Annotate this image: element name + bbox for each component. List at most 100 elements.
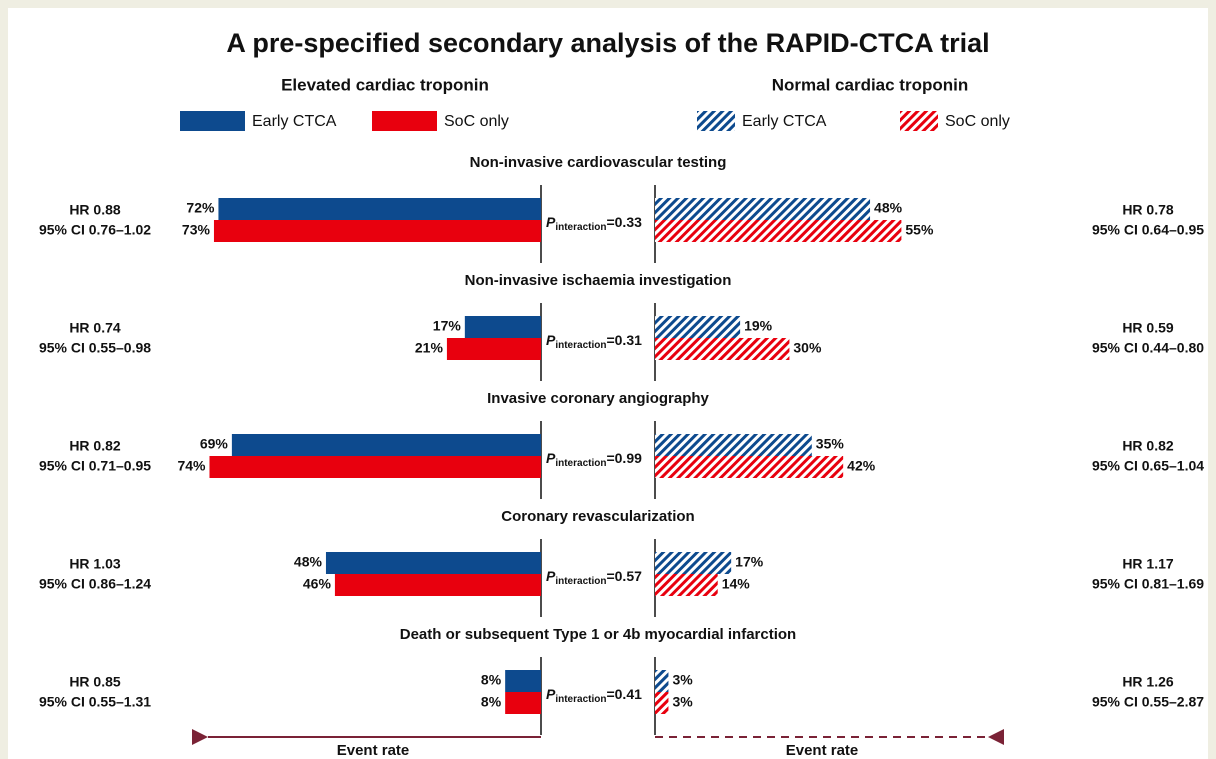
- bar: [213, 220, 541, 242]
- hr: HR 0.88: [69, 202, 121, 218]
- bar: [334, 574, 541, 596]
- p-value: =0.31: [606, 332, 642, 348]
- category-title: Non-invasive ischaemia investigation: [465, 272, 732, 289]
- chart-title: A pre-specified secondary analysis of th…: [226, 28, 989, 58]
- value-label: 72%: [186, 200, 215, 216]
- p-symbol: P: [546, 450, 556, 466]
- panel: [8, 8, 1208, 759]
- p-interaction: Pinteraction=0.41: [546, 686, 642, 705]
- ci: 95% CI 0.81–1.69: [1092, 576, 1204, 592]
- hr: HR 1.26: [1122, 674, 1174, 690]
- value-label: 21%: [415, 340, 444, 356]
- value-label: 46%: [303, 576, 332, 592]
- legend-label: SoC only: [444, 113, 509, 130]
- hr: HR 0.85: [69, 674, 121, 690]
- bar: [446, 338, 541, 360]
- p-symbol: P: [546, 214, 556, 230]
- bar: [209, 456, 542, 478]
- p-symbol: P: [546, 568, 556, 584]
- p-interaction: Pinteraction=0.99: [546, 450, 642, 469]
- ci: 95% CI 0.65–1.04: [1092, 458, 1204, 474]
- hr: HR 0.78: [1122, 202, 1174, 218]
- legend-swatch: [372, 111, 437, 131]
- p-value: =0.99: [606, 450, 642, 466]
- value-label: 3%: [672, 694, 693, 710]
- bar: [655, 670, 669, 692]
- legend-label: Early CTCA: [252, 113, 337, 130]
- value-label: 69%: [200, 436, 229, 452]
- bar: [655, 434, 812, 456]
- ci: 95% CI 0.76–1.02: [39, 222, 151, 238]
- p-value: =0.57: [606, 568, 642, 584]
- value-label: 35%: [816, 436, 845, 452]
- bar: [655, 220, 902, 242]
- p-subscript: interaction: [555, 222, 606, 233]
- value-label: 17%: [735, 554, 764, 570]
- x-axis-label: Event rate: [337, 742, 410, 759]
- p-interaction: Pinteraction=0.57: [546, 568, 642, 587]
- legend-label: Early CTCA: [742, 113, 827, 130]
- bar: [464, 316, 541, 338]
- bar: [655, 198, 871, 220]
- category-title: Coronary revascularization: [501, 508, 694, 525]
- p-subscript: interaction: [555, 458, 606, 469]
- hr: HR 1.03: [69, 556, 121, 572]
- legend-swatch: [697, 111, 735, 131]
- value-label: 8%: [481, 694, 502, 710]
- hr: HR 0.82: [69, 438, 121, 454]
- x-axis-label: Event rate: [786, 742, 859, 759]
- p-subscript: interaction: [555, 694, 606, 705]
- category-title: Invasive coronary angiography: [487, 390, 709, 407]
- value-label: 8%: [481, 672, 502, 688]
- value-label: 14%: [722, 576, 751, 592]
- hr: HR 1.17: [1122, 556, 1174, 572]
- value-label: 17%: [433, 318, 462, 334]
- value-label: 74%: [177, 458, 206, 474]
- p-interaction: Pinteraction=0.31: [546, 332, 642, 351]
- left-title: Elevated cardiac troponin: [281, 75, 489, 94]
- p-subscript: interaction: [555, 340, 606, 351]
- bar: [218, 198, 541, 220]
- legend-label: SoC only: [945, 113, 1010, 130]
- bar: [655, 338, 790, 360]
- category-title: Non-invasive cardiovascular testing: [470, 154, 727, 171]
- bar: [655, 692, 669, 714]
- legend-swatch: [180, 111, 245, 131]
- hr: HR 0.82: [1122, 438, 1174, 454]
- bar: [655, 552, 732, 574]
- value-label: 42%: [847, 458, 876, 474]
- p-value: =0.41: [606, 686, 642, 702]
- value-label: 48%: [294, 554, 323, 570]
- ci: 95% CI 0.55–0.98: [39, 340, 151, 356]
- bar: [231, 434, 541, 456]
- bar: [655, 456, 844, 478]
- category-title: Death or subsequent Type 1 or 4b myocard…: [400, 626, 796, 643]
- right-title: Normal cardiac troponin: [772, 75, 968, 94]
- bar: [505, 670, 541, 692]
- value-label: 3%: [672, 672, 693, 688]
- ci: 95% CI 0.55–1.31: [39, 694, 151, 710]
- legend-swatch: [900, 111, 938, 131]
- p-symbol: P: [546, 332, 556, 348]
- p-interaction: Pinteraction=0.33: [546, 214, 642, 233]
- p-symbol: P: [546, 686, 556, 702]
- p-subscript: interaction: [555, 576, 606, 587]
- hr: HR 0.74: [69, 320, 121, 336]
- bar: [325, 552, 541, 574]
- ci: 95% CI 0.86–1.24: [39, 576, 151, 592]
- value-label: 19%: [744, 318, 773, 334]
- bar: [655, 574, 718, 596]
- ci: 95% CI 0.55–2.87: [1092, 694, 1204, 710]
- value-label: 30%: [793, 340, 822, 356]
- ci: 95% CI 0.64–0.95: [1092, 222, 1204, 238]
- hr: HR 0.59: [1122, 320, 1174, 336]
- value-label: 55%: [905, 222, 934, 238]
- bar: [655, 316, 741, 338]
- ci: 95% CI 0.44–0.80: [1092, 340, 1204, 356]
- value-label: 73%: [182, 222, 211, 238]
- ci: 95% CI 0.71–0.95: [39, 458, 151, 474]
- p-value: =0.33: [606, 214, 642, 230]
- value-label: 48%: [874, 200, 903, 216]
- bar: [505, 692, 541, 714]
